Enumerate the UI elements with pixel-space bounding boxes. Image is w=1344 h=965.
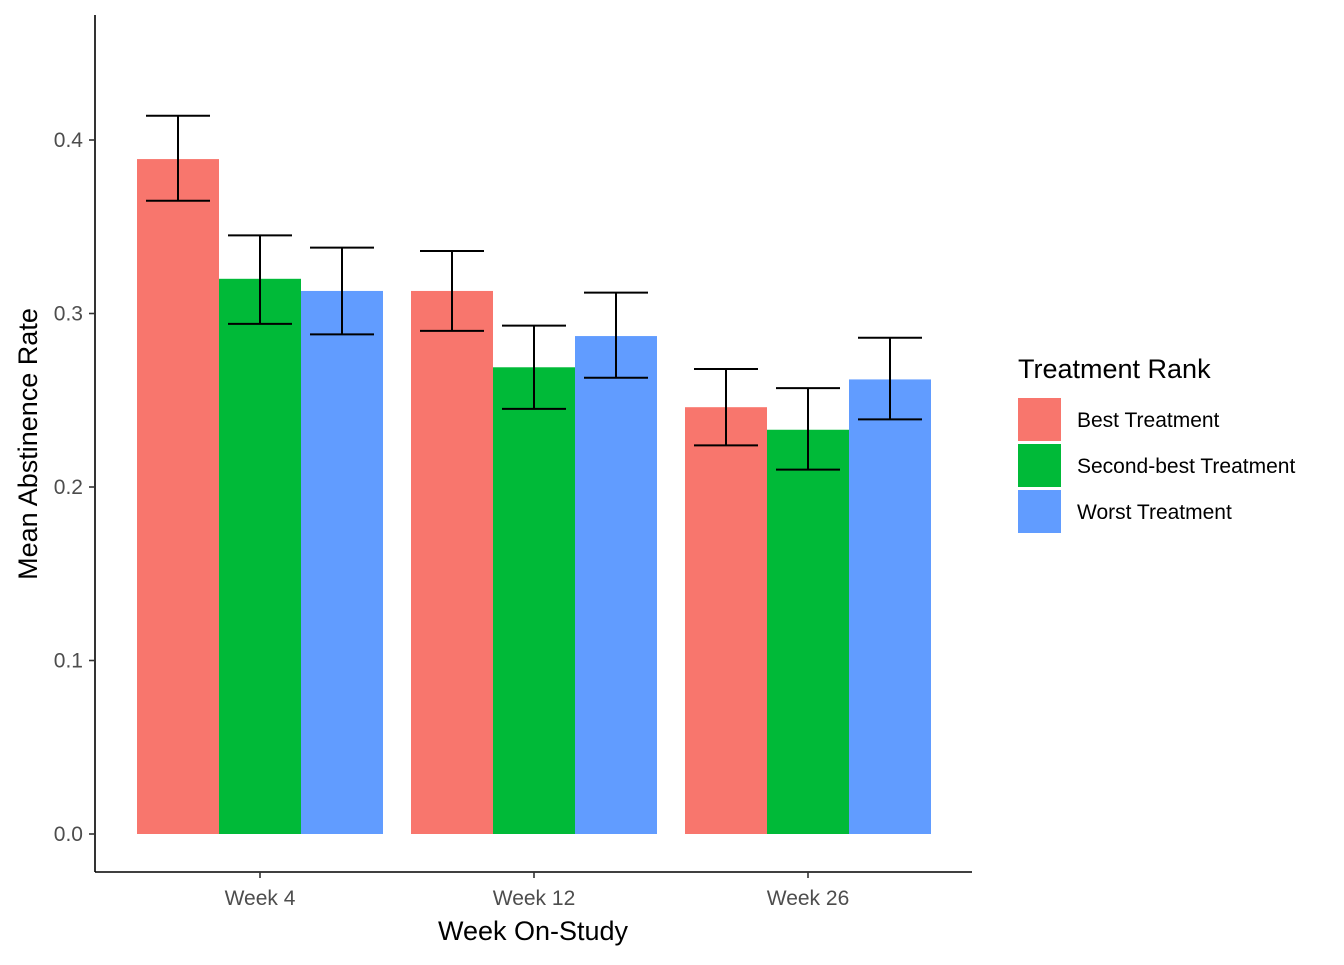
legend: Treatment Rank Best Treatment Second-best… bbox=[1018, 354, 1295, 533]
bar-3-3 bbox=[849, 379, 931, 834]
bar-1-3 bbox=[685, 407, 767, 834]
legend-label-3: Worst Treatment bbox=[1077, 501, 1232, 524]
error-bar-2-1 bbox=[228, 234, 292, 325]
bar-2-3 bbox=[767, 429, 849, 834]
bar-1-2 bbox=[411, 290, 493, 834]
bar-2-2 bbox=[493, 367, 575, 834]
bars-layer bbox=[137, 159, 931, 834]
legend-key-1 bbox=[1018, 398, 1061, 441]
y-tick-label: 0.1 bbox=[54, 650, 83, 673]
error-bar-2-3 bbox=[776, 387, 840, 471]
bar-3-1 bbox=[301, 290, 383, 834]
y-tick-label: 0.3 bbox=[54, 303, 83, 326]
legend-label-2: Second-best Treatment bbox=[1077, 455, 1295, 478]
x-axis-title: Week On-Study bbox=[438, 916, 629, 946]
legend-key-2 bbox=[1018, 444, 1061, 487]
x-tick-label: Week 4 bbox=[225, 887, 296, 910]
error-bar-3-2 bbox=[584, 291, 648, 379]
y-tick-label: 0.0 bbox=[54, 823, 83, 846]
error-bar-1-1 bbox=[146, 114, 210, 202]
y-ticks-layer: 0.0 0.1 0.2 0.3 0.4 bbox=[54, 129, 95, 846]
bar-1-1 bbox=[137, 159, 219, 834]
x-tick-label: Week 26 bbox=[767, 887, 850, 910]
bar-2-1 bbox=[219, 278, 301, 834]
legend-label-1: Best Treatment bbox=[1077, 409, 1220, 432]
legend-key-3 bbox=[1018, 490, 1061, 533]
error-bar-3-3 bbox=[858, 336, 922, 421]
y-tick-label: 0.4 bbox=[54, 129, 84, 152]
bar-3-2 bbox=[575, 336, 657, 834]
error-bar-1-3 bbox=[694, 368, 758, 447]
error-bar-1-2 bbox=[420, 250, 484, 332]
errorbars-layer bbox=[146, 114, 922, 471]
x-tick-label: Week 12 bbox=[493, 887, 576, 910]
error-bar-3-1 bbox=[310, 246, 374, 336]
legend-title: Treatment Rank bbox=[1018, 354, 1211, 384]
y-tick-label: 0.2 bbox=[54, 476, 83, 499]
x-ticks-layer: Week 4 Week 12 Week 26 bbox=[225, 872, 850, 910]
y-axis-title: Mean Abstinence Rate bbox=[13, 308, 43, 580]
error-bar-2-2 bbox=[502, 324, 566, 410]
